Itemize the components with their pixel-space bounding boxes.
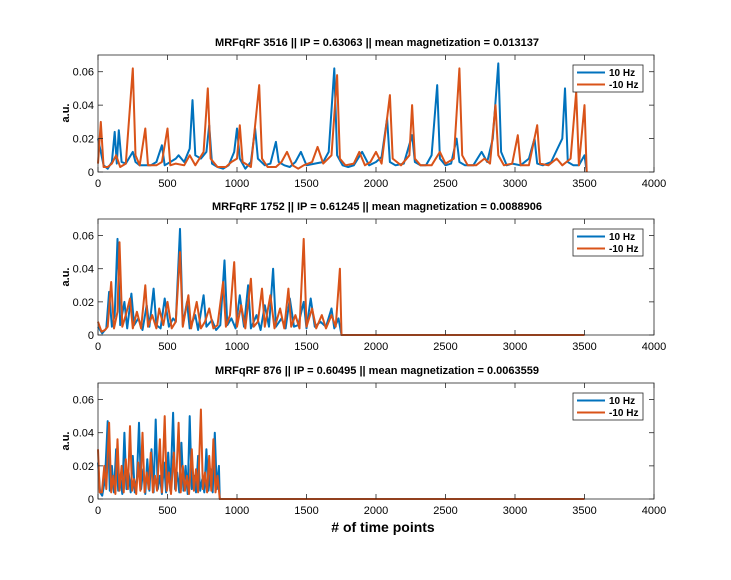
subplot-1-xtick-label: 4000 (642, 178, 666, 190)
subplot-3-title: MRFqRF 876 || IP = 0.60495 || mean magne… (215, 365, 539, 377)
subplot-2-ytick-label: 0.02 (73, 297, 94, 309)
subplot-1-legend-box (572, 64, 644, 93)
subplot-3-ytick-label: 0.04 (73, 428, 94, 440)
subplot-3-ytick-label: 0.06 (73, 395, 94, 407)
subplot-3-ytick-label: 0.02 (73, 461, 94, 473)
subplot-1-ytick-label: 0.02 (73, 134, 94, 146)
subplot-3-legend-box (572, 392, 644, 421)
subplot-3-xtick-label: 2500 (433, 505, 457, 517)
subplot-3-legend: 10 Hz -10 Hz (572, 392, 644, 421)
subplot-3-xtick-label: 4000 (642, 505, 666, 517)
subplot-1-xtick-label: 1500 (294, 178, 318, 190)
subplot-2-title: MRFqRF 1752 || IP = 0.61245 || mean magn… (212, 201, 542, 213)
subplot-3-xtick-label: 3500 (572, 505, 596, 517)
subplot-1-ytick-label: 0.04 (73, 100, 94, 112)
subplot-1-series-10hz-line (97, 62, 588, 173)
figure-xlabel: # of time points (331, 519, 435, 535)
subplot-3-xtick-label: 0 (95, 505, 101, 517)
subplot-1-ytick-label: 0.06 (73, 67, 94, 79)
subplot-3-series-minus10hz-line (97, 408, 585, 500)
subplot-2-xtick-label: 4000 (642, 341, 666, 353)
subplot-3-ylabel: a.u. (60, 432, 72, 451)
subplot-2-xtick-label: 2000 (364, 341, 388, 353)
subplot-1-xtick-label: 500 (158, 178, 176, 190)
subplot-2-legend-label-10hz: 10 Hz (609, 232, 635, 243)
subplot-3-xtick-label: 3000 (503, 505, 527, 517)
subplot-3-xtick-label: 1000 (225, 505, 249, 517)
subplot-3-xtick-label: 1500 (294, 505, 318, 517)
subplot-1-ytick-label: 0 (88, 167, 94, 179)
subplot-2-xtick-label: 1500 (294, 341, 318, 353)
subplot-1-series-minus10hz-line (97, 67, 588, 173)
subplot-1: MRFqRF 3516 || IP = 0.63063 || mean magn… (60, 37, 666, 190)
subplot-3: MRFqRF 876 || IP = 0.60495 || mean magne… (60, 365, 666, 517)
subplot-1-xtick-label: 3500 (572, 178, 596, 190)
subplot-3-xtick-label: 2000 (364, 505, 388, 517)
subplot-2-ylabel: a.u. (60, 268, 72, 287)
subplot-1-xtick-label: 2500 (433, 178, 457, 190)
subplot-3-legend-label-minus10hz: -10 Hz (609, 408, 638, 419)
subplot-2-ytick-label: 0 (88, 330, 94, 342)
subplot-1-legend: 10 Hz -10 Hz (572, 64, 644, 93)
subplot-2: MRFqRF 1752 || IP = 0.61245 || mean magn… (60, 201, 666, 353)
subplot-2-legend-box (572, 228, 644, 257)
subplot-1-legend-label-10hz: 10 Hz (609, 68, 635, 79)
subplot-2-xtick-label: 0 (95, 341, 101, 353)
subplot-2-legend-label-minus10hz: -10 Hz (609, 244, 638, 255)
subplot-3-legend-label-10hz: 10 Hz (609, 396, 635, 407)
subplot-2-axes: 0 500 1000 1500 2000 2500 3000 3500 4000 0 0.02 0.0… (73, 218, 666, 353)
subplot-2-xtick-label: 1000 (225, 341, 249, 353)
subplot-3-xtick-label: 500 (158, 505, 176, 517)
subplot-2-xtick-label: 3000 (503, 341, 527, 353)
subplot-1-legend-label-minus10hz: -10 Hz (609, 80, 638, 91)
subplot-2-ytick-label: 0.04 (73, 264, 94, 276)
subplot-1-xtick-label: 2000 (364, 178, 388, 190)
subplot-1-title: MRFqRF 3516 || IP = 0.63063 || mean magn… (215, 37, 539, 49)
subplot-1-axes: 0 500 1000 1500 2000 2500 3000 3500 4000 0 0.02 0.0… (73, 54, 666, 190)
subplot-1-xtick-label: 0 (95, 178, 101, 190)
subplot-3-axes: 0 500 1000 1500 2000 2500 3000 3500 4000 0 0.02 0.0… (73, 382, 666, 517)
subplot-2-ytick-label: 0.06 (73, 231, 94, 243)
subplot-2-series-minus10hz-line (97, 237, 585, 336)
subplot-1-xtick-label: 1000 (225, 178, 249, 190)
subplot-1-ylabel: a.u. (60, 104, 72, 123)
subplot-1-xtick-label: 3000 (503, 178, 527, 190)
subplot-2-xtick-label: 2500 (433, 341, 457, 353)
subplot-2-xtick-label: 500 (158, 341, 176, 353)
subplot-2-legend: 10 Hz -10 Hz (572, 228, 644, 257)
subplot-2-xtick-label: 3500 (572, 341, 596, 353)
subplot-3-ytick-label: 0 (88, 494, 94, 506)
